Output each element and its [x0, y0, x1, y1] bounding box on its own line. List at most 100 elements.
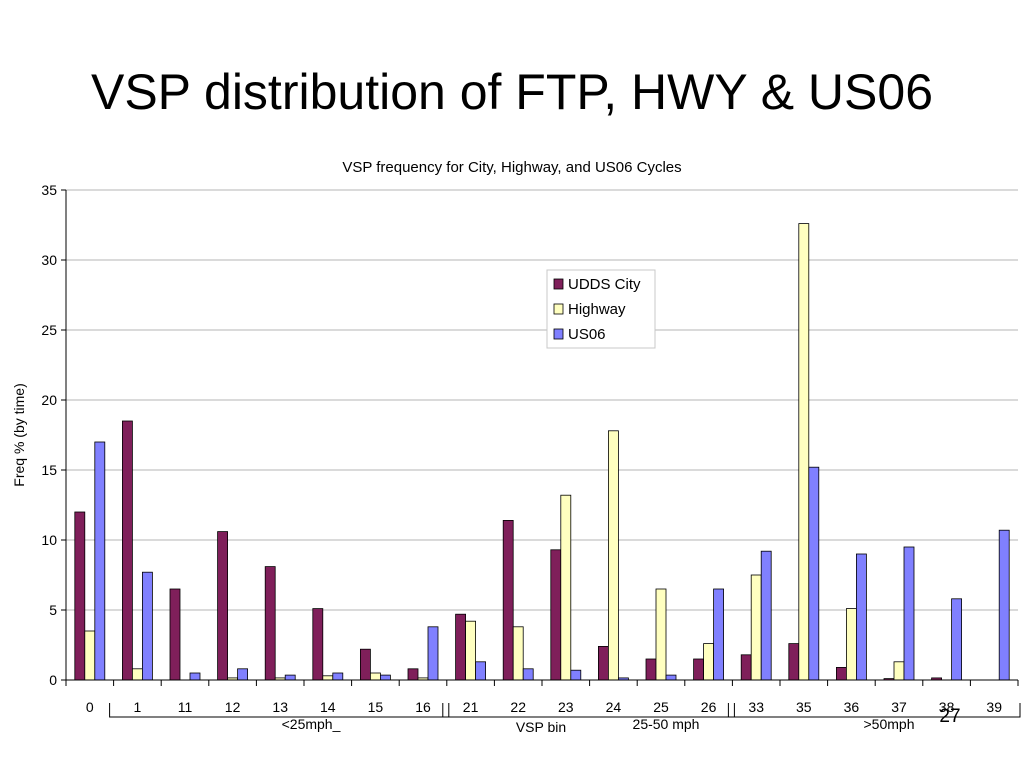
- bar: [379, 674, 391, 681]
- axes: [61, 189, 1019, 686]
- legend-box: [546, 269, 656, 349]
- bar: [598, 646, 609, 681]
- x-axis-label: VSP bin: [516, 719, 566, 735]
- bar: [455, 613, 467, 681]
- x-tick-label: 35: [796, 699, 812, 715]
- bar: [760, 550, 772, 681]
- bar: [122, 420, 133, 681]
- x-tick-label: 11: [178, 699, 193, 715]
- bar: [369, 672, 381, 681]
- bar: [903, 546, 915, 681]
- bar: [237, 668, 249, 681]
- bar: [560, 494, 572, 681]
- bar: [312, 608, 324, 681]
- x-tick-label: 37: [891, 699, 907, 715]
- bar: [713, 588, 724, 681]
- y-tick-label: 35: [41, 182, 57, 198]
- bar: [131, 668, 143, 681]
- bar: [665, 674, 677, 681]
- bar: [427, 626, 439, 681]
- y-axis-label: Freq % (by time): [11, 383, 27, 486]
- x-tick-label: 38: [939, 699, 955, 715]
- y-tick-label: 20: [41, 392, 57, 408]
- bar: [846, 608, 857, 681]
- x-tick-label: 13: [272, 699, 288, 715]
- x-tick-label: 12: [225, 699, 241, 715]
- x-tick-label: 24: [606, 699, 622, 715]
- bar: [84, 630, 96, 681]
- x-tick-label: 36: [844, 699, 860, 715]
- bar: [693, 658, 704, 681]
- bar: [475, 661, 487, 681]
- y-tick-label: 5: [49, 602, 57, 618]
- legend-label: Highway: [568, 301, 626, 318]
- group-label: >50mph: [864, 716, 915, 732]
- x-tick-labels: 0 1 11 12 13 14 15 16 21 22 23 24 25 26 33 35 36 37 38 39: [86, 699, 1002, 715]
- x-tick-label: 14: [320, 699, 336, 715]
- bar: [169, 588, 181, 681]
- x-tick-label: 26: [701, 699, 717, 715]
- bar: [798, 223, 810, 681]
- bar: [788, 643, 800, 681]
- bars: [74, 223, 1010, 681]
- x-tick-label: 21: [463, 699, 479, 715]
- bar: [740, 654, 752, 681]
- legend-swatch: [553, 328, 564, 340]
- legend: UDDS City Highway US06: [546, 269, 656, 349]
- x-tick-label: 16: [415, 699, 431, 715]
- bar: [74, 511, 86, 681]
- bar: [570, 669, 582, 681]
- legend-swatch: [553, 303, 564, 315]
- group-bracket: [442, 703, 735, 718]
- bar: [359, 648, 371, 681]
- bar: [264, 566, 276, 681]
- chart-title: VSP frequency for City, Highway, and US0…: [342, 159, 681, 176]
- group-label: 25-50 mph: [633, 716, 700, 732]
- x-tick-label: 22: [510, 699, 526, 715]
- legend-label: UDDS City: [568, 276, 641, 293]
- slide-number: 27: [939, 706, 961, 727]
- y-tick-label: 25: [41, 322, 57, 338]
- x-tick-label: 25: [653, 699, 669, 715]
- slide-title: VSP distribution of FTP, HWY & US06: [90, 64, 934, 120]
- bar: [407, 668, 419, 681]
- bar: [332, 672, 344, 681]
- y-tick-label: 30: [41, 252, 57, 268]
- bar: [703, 643, 714, 681]
- legend-swatch: [553, 278, 564, 290]
- bar: [645, 658, 657, 681]
- x-tick-label: 0: [86, 699, 94, 715]
- bar: [998, 529, 1010, 681]
- group-label: <25mph_: [282, 716, 341, 732]
- bar: [550, 549, 562, 681]
- group-bracket: [727, 703, 1021, 718]
- bar: [322, 675, 334, 681]
- x-tick-label: 33: [748, 699, 764, 715]
- group-brackets: <25mph_ 25-50 mph >50mph: [109, 703, 1021, 732]
- y-tick-label: 0: [49, 672, 57, 688]
- y-tick-label: 15: [41, 462, 57, 478]
- bar: [522, 668, 534, 681]
- bar: [951, 598, 962, 681]
- gridlines: [66, 189, 1018, 611]
- y-tick-label: 10: [41, 532, 57, 548]
- legend-label: US06: [568, 326, 606, 343]
- x-tick-label: 39: [986, 699, 1002, 715]
- bar: [808, 466, 820, 681]
- bar: [284, 674, 296, 681]
- bar: [836, 667, 847, 681]
- bar: [465, 620, 477, 681]
- y-tick-labels: 0 5 10 15 20 25 30 35: [41, 182, 57, 688]
- bar: [189, 672, 201, 681]
- bar: [750, 574, 762, 681]
- x-tick-label: 23: [558, 699, 574, 715]
- bar: [141, 571, 153, 681]
- group-bracket: [109, 703, 450, 718]
- bar: [217, 531, 229, 681]
- bar: [502, 520, 514, 681]
- bar: [512, 626, 524, 681]
- bar: [856, 553, 867, 681]
- bar: [893, 661, 905, 681]
- bar: [94, 441, 106, 681]
